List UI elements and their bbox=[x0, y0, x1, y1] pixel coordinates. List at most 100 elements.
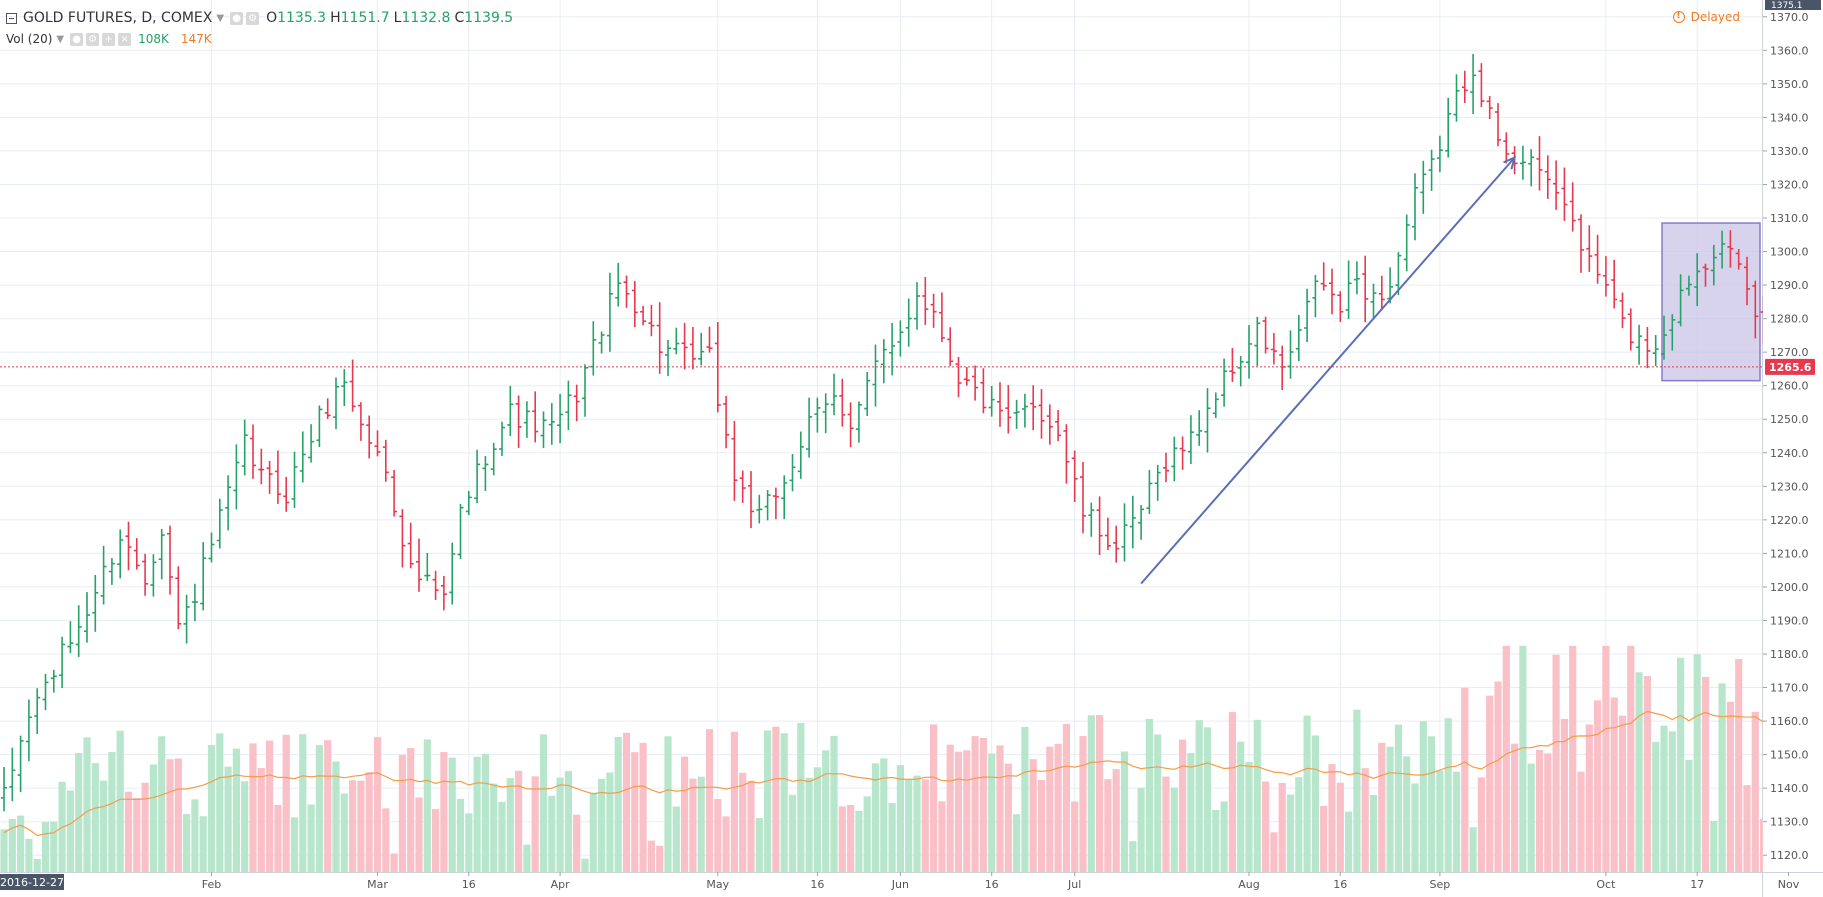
price-bar bbox=[997, 382, 1003, 427]
price-bar bbox=[673, 327, 680, 355]
price-bar bbox=[1254, 316, 1261, 366]
volume-bar bbox=[448, 757, 456, 872]
settings-icon[interactable]: ⚙ bbox=[246, 11, 260, 25]
price-bar bbox=[416, 538, 422, 592]
volume-bar bbox=[340, 793, 348, 872]
price-bar bbox=[1337, 291, 1344, 323]
price-bar bbox=[814, 397, 821, 433]
price-bar bbox=[92, 574, 99, 632]
delayed-label: Delayed bbox=[1690, 10, 1740, 24]
price-bar bbox=[1561, 167, 1568, 221]
open-key: O bbox=[266, 10, 278, 26]
volume-bar bbox=[1527, 763, 1535, 872]
eye-icon[interactable]: ● bbox=[70, 32, 84, 46]
price-bar bbox=[872, 344, 879, 407]
volume-bar bbox=[415, 797, 423, 872]
start-date-badge bbox=[0, 874, 64, 890]
volume-bar bbox=[913, 775, 921, 872]
volume-bar bbox=[282, 734, 290, 872]
volume-bar bbox=[1079, 736, 1087, 872]
volume-bar bbox=[506, 778, 514, 872]
volume-bar bbox=[938, 801, 946, 872]
collapse-icon[interactable] bbox=[6, 12, 17, 24]
price-bar bbox=[25, 699, 32, 762]
range-rectangle[interactable] bbox=[1661, 222, 1761, 382]
price-tick-label: 1250.0 bbox=[1770, 413, 1809, 426]
volume-bar bbox=[1544, 753, 1552, 872]
trendline-arrow[interactable] bbox=[1140, 155, 1517, 585]
price-bar bbox=[1636, 324, 1643, 365]
start-date-label: 2016-12-27 bbox=[0, 876, 64, 889]
price-bar bbox=[1030, 385, 1037, 431]
delayed-indicator[interactable]: ! Delayed bbox=[1672, 10, 1740, 24]
price-bar bbox=[1553, 160, 1560, 210]
volume-bar bbox=[0, 829, 8, 872]
volume-bar bbox=[896, 765, 904, 872]
volume-bar bbox=[1195, 720, 1203, 872]
price-bar bbox=[440, 575, 447, 611]
price-bar bbox=[1304, 288, 1311, 342]
price-tick-label: 1330.0 bbox=[1770, 145, 1809, 158]
price-bar bbox=[988, 386, 995, 417]
price-tick-label: 1190.0 bbox=[1770, 614, 1809, 627]
chevron-down-icon[interactable]: ▼ bbox=[216, 12, 225, 24]
volume-bar bbox=[17, 815, 25, 872]
price-bar bbox=[623, 275, 630, 308]
volume-indicator-label: Vol (20) bbox=[6, 32, 53, 46]
price-bar bbox=[1021, 393, 1028, 428]
volume-bar bbox=[755, 818, 763, 872]
volume-bar bbox=[1320, 806, 1328, 872]
price-bar bbox=[548, 403, 555, 445]
price-bar bbox=[432, 570, 439, 600]
price-bar bbox=[1370, 283, 1377, 320]
volume-bar bbox=[515, 770, 523, 872]
price-bar bbox=[499, 421, 505, 456]
volume-bar bbox=[25, 838, 33, 872]
plus-icon[interactable]: + bbox=[102, 32, 116, 46]
volume-bar bbox=[622, 732, 631, 872]
volume-bar bbox=[1436, 770, 1444, 872]
volume-bar bbox=[1577, 771, 1585, 872]
volume-bar bbox=[307, 804, 315, 872]
volume-bar bbox=[407, 748, 415, 872]
settings-icon[interactable]: ⚙ bbox=[86, 32, 100, 46]
price-bar bbox=[515, 395, 522, 448]
time-axis[interactable]: Feb Mar 16 Apr May 16 Jun 16 Jul Aug 16 Sep Oct 17 Nov… bbox=[0, 872, 1823, 897]
volume-bar bbox=[689, 778, 697, 872]
price-bar bbox=[299, 431, 306, 483]
info-icon: ! bbox=[1672, 11, 1685, 23]
price-bar bbox=[889, 322, 896, 376]
symbol-title: GOLD FUTURES, D, COMEX bbox=[23, 10, 213, 26]
chevron-down-icon[interactable]: ▼ bbox=[56, 33, 65, 45]
price-bar bbox=[1005, 385, 1012, 434]
price-bar bbox=[382, 439, 389, 482]
volume-bar bbox=[1311, 735, 1319, 872]
price-bar bbox=[283, 476, 290, 512]
price-bar bbox=[557, 393, 564, 444]
volume-bar bbox=[324, 740, 332, 872]
price-bar bbox=[117, 529, 124, 579]
volume-ma-value: 147K bbox=[180, 32, 212, 46]
price-bar bbox=[125, 521, 132, 571]
volume-bar bbox=[564, 771, 572, 872]
volume-bar bbox=[1428, 736, 1436, 872]
price-bar bbox=[1387, 267, 1394, 304]
time-tick-label: Sep bbox=[1430, 878, 1451, 891]
low-value: 1132.8 bbox=[401, 10, 451, 26]
close-icon[interactable]: × bbox=[118, 32, 132, 46]
volume-bar bbox=[1668, 731, 1676, 872]
volume-bar bbox=[1237, 741, 1245, 872]
time-tick-label: Apr bbox=[551, 878, 571, 891]
price-bar bbox=[233, 444, 240, 510]
volume-bar bbox=[100, 780, 108, 872]
time-tick-label: Mar bbox=[367, 878, 388, 891]
volume-bar bbox=[1021, 726, 1029, 872]
price-bar bbox=[640, 305, 647, 326]
price-bar bbox=[1262, 316, 1269, 354]
price-axis[interactable]: 1120.0 1130.0 1140.0 1150.0 1160.0 1170.0 1180… bbox=[1763, 0, 1823, 872]
eye-icon[interactable]: ● bbox=[230, 11, 244, 25]
volume-bar bbox=[988, 753, 996, 872]
volume-bars bbox=[0, 645, 1823, 872]
volume-bar bbox=[855, 810, 863, 872]
